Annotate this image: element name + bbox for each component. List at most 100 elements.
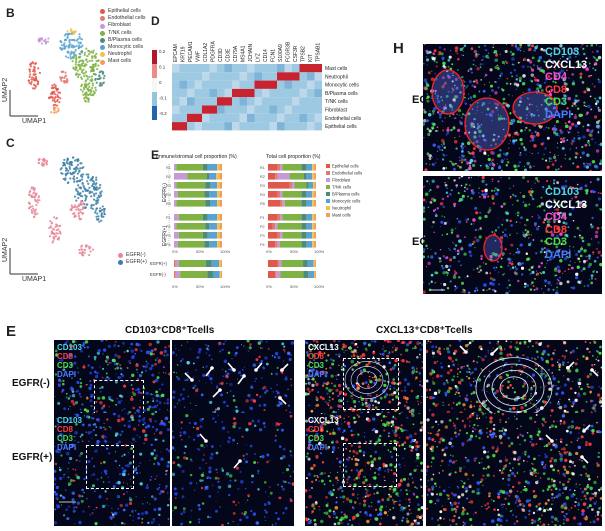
- cell-signal: [144, 364, 148, 369]
- cell-signal: [550, 233, 555, 237]
- cell-signal: [585, 105, 588, 108]
- heatmap-cell: [277, 113, 285, 123]
- umap-point: [28, 68, 31, 71]
- cell-signal: [221, 348, 224, 352]
- cell-signal: [145, 369, 147, 372]
- cell-signal: [183, 451, 186, 455]
- cell-signal: [452, 241, 454, 244]
- cell-signal: [276, 383, 278, 386]
- cell-signal: [550, 180, 552, 182]
- heatmap-cell: [269, 64, 277, 73]
- cell-signal: [438, 148, 442, 151]
- cell-signal: [326, 392, 329, 395]
- cell-signal: [465, 221, 468, 223]
- cell-signal: [93, 450, 96, 453]
- cell-signal: [494, 269, 496, 272]
- cell-signal: [324, 374, 328, 378]
- cell-signal: [544, 147, 547, 150]
- cell-signal: [217, 414, 220, 417]
- cell-signal: [473, 377, 475, 379]
- cell-signal: [96, 439, 100, 444]
- summary-bar-segment: [314, 271, 316, 278]
- cell-signal: [547, 86, 550, 88]
- cell-signal: [541, 69, 545, 73]
- cell-signal: [366, 393, 370, 397]
- cell-signal: [285, 376, 287, 378]
- cell-signal: [237, 502, 240, 504]
- cell-signal: [264, 356, 268, 360]
- heatmap-cell: [202, 105, 210, 114]
- cell-signal: [87, 364, 90, 367]
- heatmap-cell: [202, 113, 210, 123]
- cell-signal: [567, 268, 570, 271]
- cell-signal: [107, 363, 109, 366]
- gene-label: CD14: [263, 49, 269, 62]
- cell-signal: [458, 197, 463, 202]
- cell-signal: [218, 341, 222, 345]
- umap-point: [67, 45, 71, 48]
- cell-signal: [346, 401, 348, 403]
- cell-signal: [274, 522, 277, 525]
- gene-label: KRT19: [181, 46, 187, 62]
- cell-signal: [562, 221, 566, 225]
- cell-signal: [544, 279, 548, 283]
- celltype-legend-swatch: [100, 37, 105, 43]
- summary-bar-segment: [180, 271, 208, 278]
- cell-signal: [484, 192, 488, 196]
- umap-point: [96, 68, 99, 71]
- cell-signal: [54, 492, 59, 496]
- cell-signal: [534, 277, 536, 280]
- umap-point: [75, 176, 79, 180]
- cell-signal: [540, 47, 544, 51]
- umap-point: [81, 253, 84, 256]
- umap-point: [38, 71, 41, 75]
- bar-segment: [312, 200, 315, 207]
- cell-signal: [496, 260, 500, 263]
- cell-signal: [413, 368, 416, 370]
- cell-signal: [264, 509, 266, 512]
- cell-signal: [99, 400, 103, 405]
- heatmap-cell: [299, 122, 307, 131]
- cell-signal: [260, 360, 264, 363]
- cell-signal: [60, 436, 64, 440]
- cell-signal: [531, 44, 535, 48]
- cell-signal: [534, 367, 538, 371]
- heatmap-cell: [247, 88, 255, 98]
- cell-signal: [315, 383, 317, 385]
- cell-signal: [137, 378, 139, 380]
- cell-signal: [473, 85, 477, 89]
- cell-signal: [540, 89, 544, 92]
- cell-signal: [569, 248, 571, 250]
- cell-signal: [74, 447, 77, 449]
- cell-signal: [586, 123, 590, 127]
- cell-signal: [592, 253, 594, 255]
- umap-point: [32, 73, 35, 76]
- cell-signal: [488, 81, 490, 83]
- cell-signal: [556, 181, 560, 185]
- cell-signal: [453, 117, 456, 120]
- cell-signal: [352, 399, 357, 404]
- cell-signal: [388, 351, 391, 353]
- umap-point: [31, 76, 34, 79]
- bar-category-label: P4: [260, 243, 265, 247]
- cell-signal: [280, 422, 282, 425]
- cell-signal: [406, 382, 411, 386]
- cell-signal: [351, 368, 354, 371]
- cell-signal: [500, 205, 504, 208]
- cell-signal: [520, 129, 523, 133]
- cell-signal: [585, 57, 588, 60]
- cell-signal: [586, 44, 588, 47]
- cell-signal: [64, 489, 67, 491]
- cell-signal: [455, 186, 458, 189]
- heatmap-cell: [307, 113, 315, 123]
- umap-point: [68, 161, 71, 164]
- umap-point: [91, 248, 95, 251]
- cell-signal: [427, 206, 430, 209]
- cell-signal: [526, 218, 529, 222]
- cell-signal: [215, 500, 217, 502]
- umap-point: [90, 75, 94, 78]
- cell-signal: [85, 409, 90, 413]
- cell-signal: [562, 191, 566, 194]
- cell-signal: [571, 197, 574, 200]
- chart-legend-swatch: [326, 185, 330, 189]
